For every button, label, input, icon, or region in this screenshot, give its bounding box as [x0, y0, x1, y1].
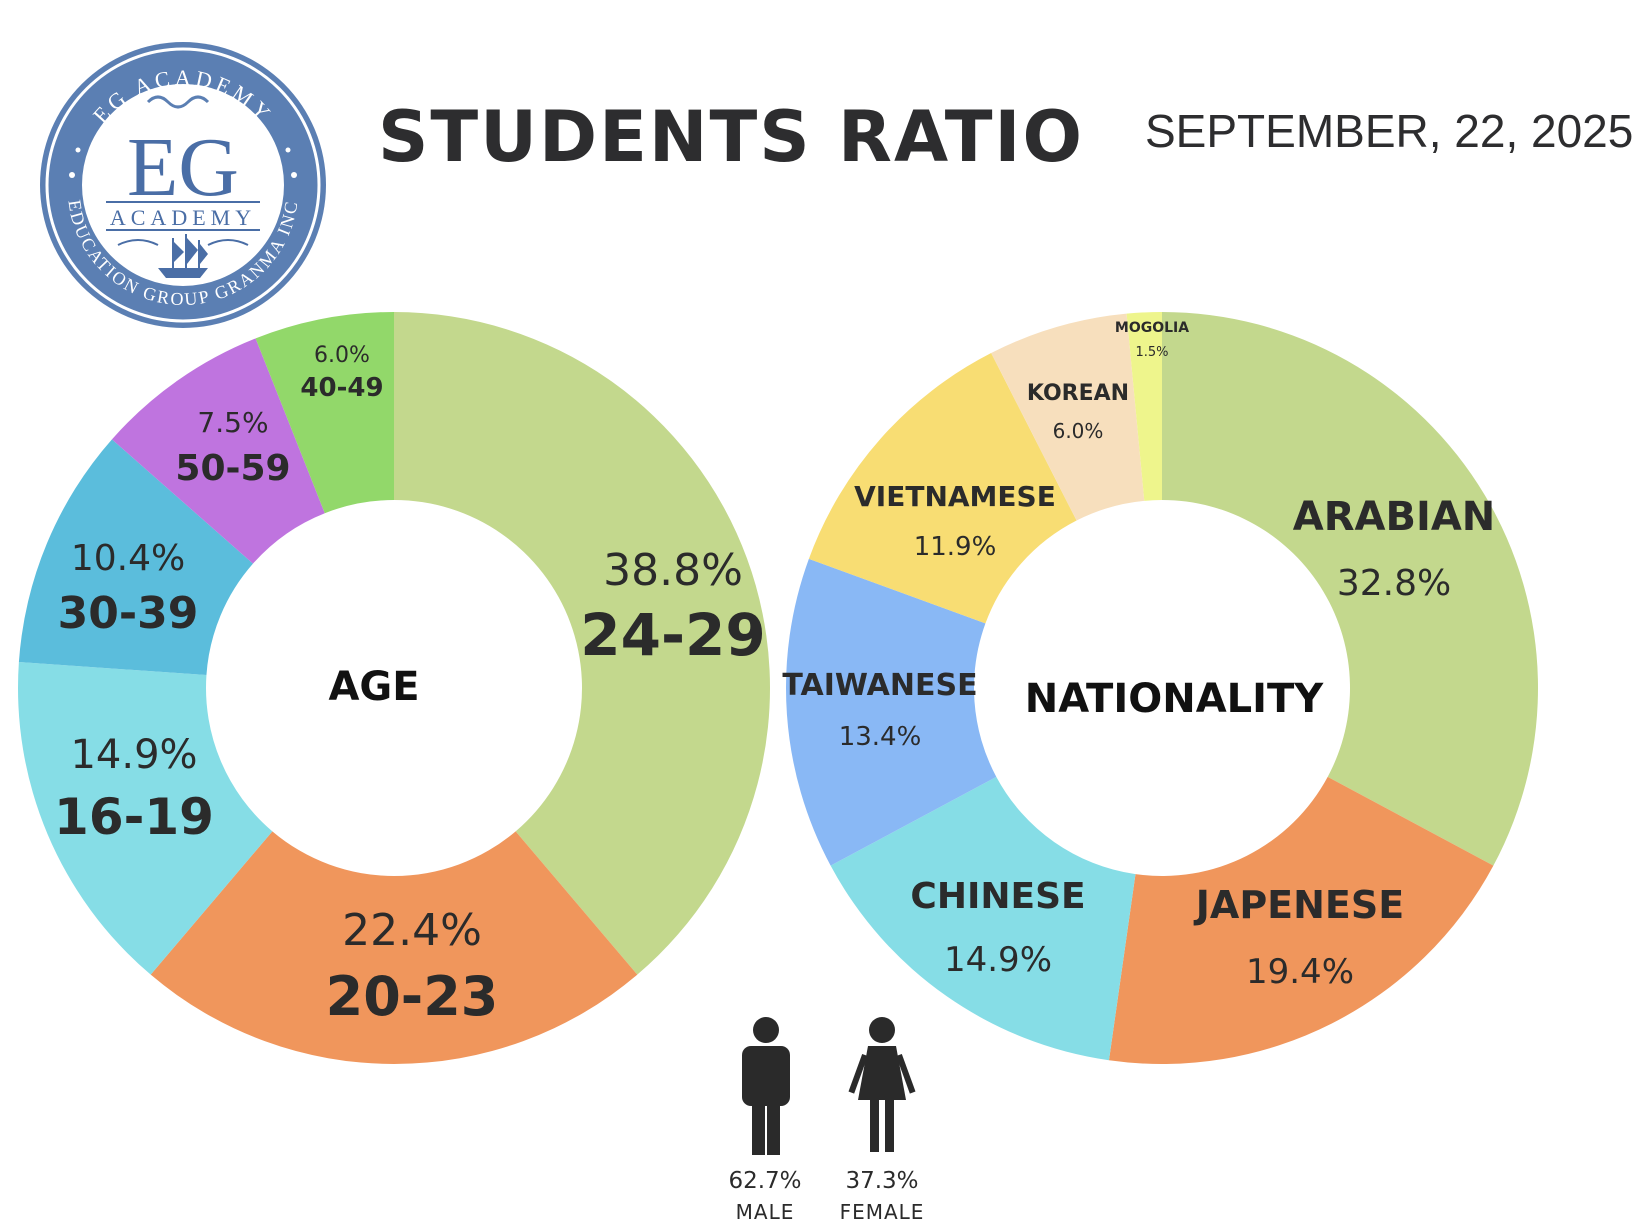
slice-mogolia: [1126, 312, 1162, 501]
value-16-19: 14.9%: [70, 732, 197, 778]
label-24-29: 24-29: [580, 601, 766, 669]
age-donut-chart: 38.8%24-29 22.4% 20-23 14.9% 16-19 10.4% 30-39…: [18, 312, 770, 1064]
label-30-39: 30-39: [58, 588, 199, 639]
value-40-49: 6.0%: [314, 343, 370, 368]
report-date: SEPTEMBER, 22, 2025: [1145, 105, 1634, 157]
eg-academy-logo: EG ACADEMY EDUCATION GROUP GRANMA INC EG…: [38, 40, 328, 330]
page-title: STUDENTS RATIO: [378, 96, 1084, 178]
gender-icons: [742, 1017, 916, 1155]
label-50-59: 50-59: [175, 448, 290, 489]
value-24-29: 38.8%: [603, 545, 743, 596]
svg-text:EG: EG: [127, 121, 239, 214]
male-label: MALE: [735, 1200, 795, 1224]
female-stat: 37.3% FEMALE: [832, 1168, 932, 1224]
female-person-icon: [848, 1017, 916, 1152]
value-50-59: 7.5%: [197, 406, 268, 439]
label-korean: KOREAN: [1027, 381, 1129, 406]
label-mogolia: MOGOLIA: [1115, 320, 1189, 336]
slice-40-49: [255, 312, 394, 514]
label-16-19: 16-19: [54, 788, 214, 846]
slice-japenese: [1108, 776, 1494, 1064]
value-korean: 6.0%: [1053, 419, 1104, 443]
label-vietnamese: VIETNAMESE: [854, 480, 1056, 513]
label-20-23: 20-23: [326, 965, 499, 1028]
slice-20-23: [150, 831, 638, 1064]
value-20-23: 22.4%: [342, 905, 482, 956]
value-japenese: 19.4%: [1246, 952, 1354, 992]
slice-korean: [991, 313, 1145, 521]
slice-arabian: [1162, 312, 1539, 866]
label-chinese: CHINESE: [910, 876, 1085, 917]
slice-30-39: [18, 439, 253, 676]
slice-24-29: [394, 312, 770, 975]
value-vietnamese: 11.9%: [914, 532, 997, 562]
male-stat: 62.7% MALE: [715, 1168, 815, 1224]
center-label-age: AGE: [328, 664, 419, 710]
svg-text:ACADEMY: ACADEMY: [110, 205, 256, 230]
label-taiwanese: TAIWANESE: [782, 668, 977, 703]
value-30-39: 10.4%: [71, 538, 185, 579]
male-percent: 62.7%: [728, 1168, 802, 1194]
slice-taiwanese: [786, 558, 997, 866]
label-arabian: ARABIAN: [1293, 494, 1496, 540]
slice-vietnamese: [808, 353, 1077, 624]
value-chinese: 14.9%: [944, 940, 1052, 980]
value-arabian: 32.8%: [1337, 563, 1451, 604]
center-label-nationality: NATIONALITY: [1025, 676, 1325, 722]
slice-50-59: [111, 338, 325, 564]
slice-chinese: [830, 776, 1136, 1061]
male-person-icon: [742, 1017, 790, 1155]
label-japenese: JAPENESE: [1193, 883, 1404, 927]
female-label: FEMALE: [839, 1200, 925, 1224]
slice-16-19: [18, 662, 273, 975]
nationality-donut-chart: ARABIAN 32.8% JAPENESE 19.4% CHINESE 14.9% TAI…: [782, 312, 1539, 1064]
female-percent: 37.3%: [845, 1168, 919, 1194]
value-taiwanese: 13.4%: [839, 722, 922, 752]
value-mogolia: 1.5%: [1135, 345, 1168, 360]
label-40-49: 40-49: [300, 373, 383, 403]
